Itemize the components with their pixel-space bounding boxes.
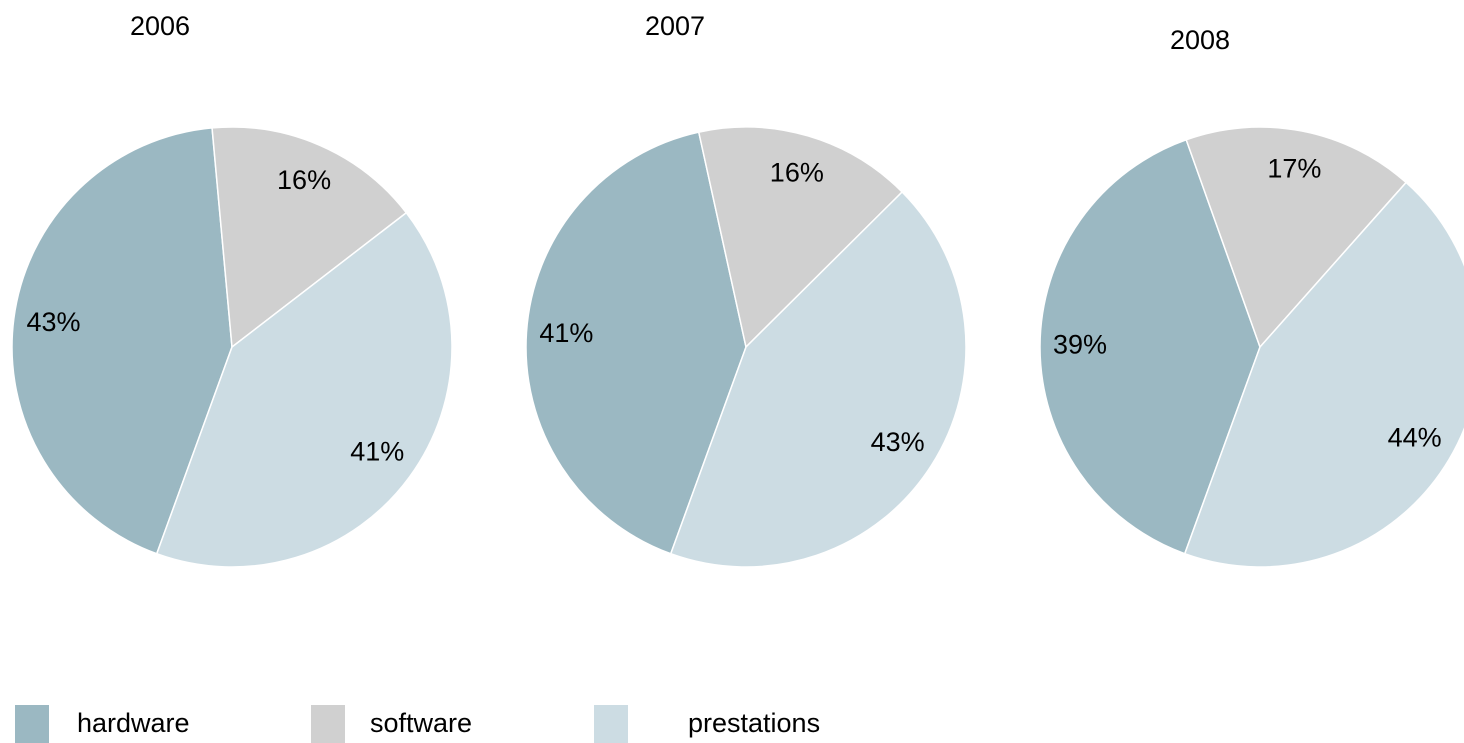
data-label: 43% (871, 427, 925, 457)
chart-title: 2006 (130, 11, 190, 41)
legend-label: software (370, 708, 472, 738)
data-label: 39% (1053, 329, 1107, 359)
legend-swatch (311, 705, 345, 743)
pie-slice (697, 126, 904, 349)
pie-slice (155, 211, 453, 568)
data-label: 16% (770, 157, 824, 187)
data-label: 41% (539, 318, 593, 348)
data-label: 43% (26, 307, 80, 337)
pie-slice (1039, 138, 1261, 555)
pie-slice (525, 131, 747, 555)
data-label: 16% (277, 165, 331, 195)
pie-slice (11, 127, 233, 555)
legend-label: hardware (77, 708, 190, 738)
data-label: 41% (350, 436, 404, 466)
pie-slice (1183, 181, 1464, 568)
chart-title: 2008 (1170, 25, 1230, 55)
legend-label: prestations (688, 708, 820, 738)
data-label: 44% (1388, 422, 1442, 452)
legend-swatch (594, 705, 628, 743)
legend-swatch (15, 705, 49, 743)
pie-slice (211, 126, 408, 349)
pie-slice (1185, 126, 1408, 349)
chart-title: 2007 (645, 11, 705, 41)
data-label: 17% (1267, 153, 1321, 183)
pie-slice (669, 190, 967, 568)
